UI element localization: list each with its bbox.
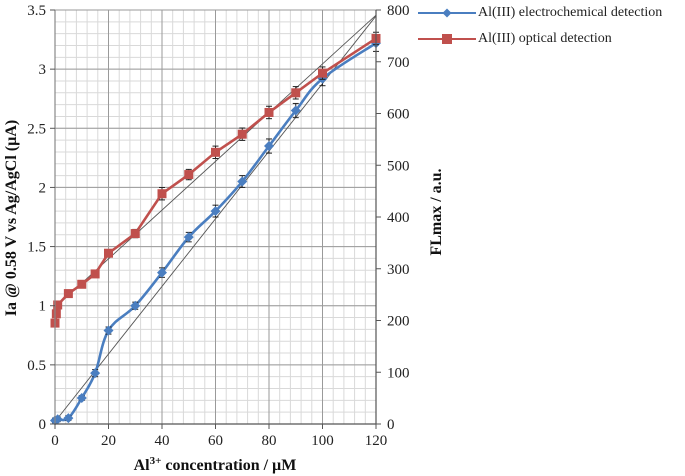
y-right-tick-label: 500	[387, 158, 410, 174]
y-right-tick-label: 300	[387, 262, 410, 278]
data-point-diamond	[63, 413, 74, 424]
y-right-axis-title: FLmax / a.u.	[428, 168, 445, 255]
y-right-tick-label: 600	[387, 107, 410, 123]
y-left-tick-label: 1.5	[27, 240, 46, 256]
x-tick-label: 120	[365, 433, 388, 449]
data-point-square	[184, 170, 194, 180]
data-point-diamond	[290, 105, 301, 116]
data-point-square	[318, 68, 327, 78]
x-tick-label: 0	[51, 433, 59, 449]
data-point-square	[264, 107, 274, 117]
axes	[50, 9, 381, 429]
data-point-square	[237, 129, 247, 139]
y-left-tick-label: 2	[39, 180, 47, 196]
x-tick-label: 60	[208, 433, 223, 449]
data-point-square	[63, 289, 73, 299]
data-series	[50, 31, 381, 426]
y-right-tick-label: 100	[387, 365, 410, 381]
y-left-tick-label: 1	[39, 299, 47, 315]
data-point-diamond	[210, 206, 221, 217]
data-point-square	[157, 189, 167, 199]
data-point-diamond	[237, 176, 248, 187]
x-axis-title: Al3+ concentration / µM	[134, 455, 297, 474]
legend-label: Al(III) optical detection	[478, 31, 612, 46]
optical-series	[50, 31, 381, 328]
square-marker-icon	[418, 32, 476, 46]
x-tick-label: 100	[311, 433, 334, 449]
data-point-diamond	[264, 141, 274, 152]
data-point-square	[51, 309, 61, 319]
diamond-marker-icon	[418, 6, 476, 20]
x-tick-label: 40	[155, 433, 170, 449]
data-point-diamond	[157, 267, 167, 278]
y-left-tick-label: 0.5	[27, 358, 46, 374]
legend-item-electrochemical[interactable]: Al(III) electrochemical detection	[418, 0, 662, 26]
tick-labels: 00.511.522.533.5010020030040050060070080…	[27, 3, 409, 449]
data-point-square	[130, 229, 140, 239]
y-right-tick-label: 800	[387, 3, 410, 19]
y-left-tick-label: 2.5	[27, 121, 46, 137]
x-tick-label: 80	[262, 433, 277, 449]
data-point-square	[90, 269, 100, 279]
y-left-axis-title: Ia @ 0.58 V vs Ag/AgCl (µA)	[3, 120, 20, 316]
y-left-tick-label: 3.5	[27, 3, 46, 19]
y-right-tick-label: 200	[387, 314, 410, 330]
y-right-tick-label: 700	[387, 55, 410, 71]
y-right-tick-label: 0	[387, 417, 395, 433]
data-point-square	[291, 88, 301, 98]
chart-legend: Al(III) electrochemical detection Al(III…	[418, 0, 662, 52]
data-point-square	[104, 248, 113, 258]
trendline	[54, 14, 377, 308]
y-left-tick-label: 0	[39, 417, 47, 433]
legend-label: Al(III) electrochemical detection	[478, 5, 663, 20]
data-point-square	[53, 300, 63, 310]
data-point-square	[211, 147, 220, 157]
data-point-diamond	[76, 392, 87, 403]
data-point-diamond	[90, 368, 101, 379]
data-point-diamond	[103, 325, 114, 336]
legend-item-optical[interactable]: Al(III) optical detection	[418, 26, 662, 52]
y-right-tick-label: 400	[387, 210, 410, 226]
data-point-diamond	[130, 300, 141, 311]
x-tick-label: 20	[101, 433, 116, 449]
data-point-square	[77, 279, 87, 289]
y-left-tick-label: 3	[39, 62, 47, 78]
data-point-diamond	[183, 232, 194, 243]
electrochemical-series	[50, 34, 381, 426]
